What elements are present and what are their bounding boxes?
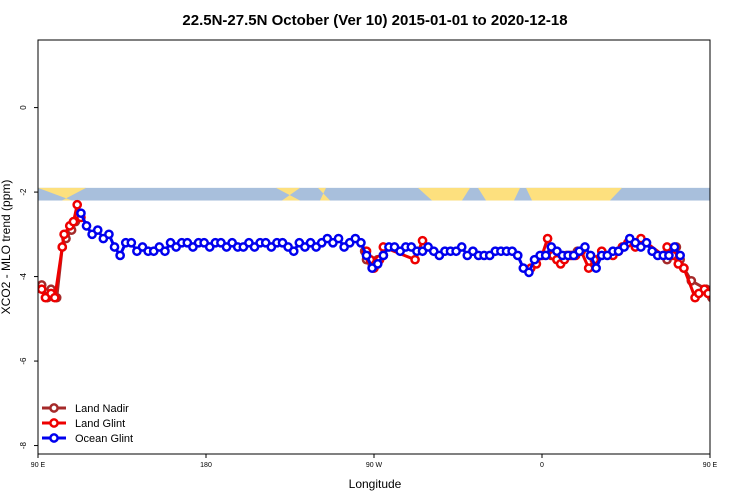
map-land-5: [478, 187, 520, 201]
point-ocean-glint: [372, 259, 383, 269]
point-land-glint: [57, 242, 68, 252]
point-ocean-glint: [333, 233, 344, 244]
y-tick-label: -2: [19, 188, 28, 196]
point-land-glint: [712, 294, 719, 301]
point-land-glint: [734, 201, 741, 208]
point-ocean-glint: [378, 250, 389, 261]
point-ocean-glint: [126, 237, 137, 248]
x-tick-label: 90 E: [703, 462, 718, 469]
legend-swatch-marker: [49, 418, 59, 428]
point-land-glint: [723, 222, 730, 229]
point-ocean-glint: [356, 237, 366, 248]
x-tick-label: 90 W: [366, 462, 383, 469]
point-land-glint: [542, 233, 553, 244]
point-land-glint: [703, 288, 710, 299]
point-land-glint: [719, 231, 726, 238]
point-ocean-glint: [288, 246, 299, 257]
point-land-nadir: [731, 222, 738, 229]
point-ocean-glint: [669, 242, 680, 252]
legend-label: Land Nadir: [75, 403, 129, 415]
y-tick-label: -6: [19, 357, 28, 365]
point-land-nadir: [736, 218, 743, 225]
point-ocean-glint: [675, 250, 685, 261]
x-axis: 90 E 180 90 W 0 90 E: [31, 454, 718, 469]
point-land-glint: [679, 263, 689, 273]
point-ocean-glint: [664, 250, 674, 261]
y-tick-label: -4: [19, 272, 28, 280]
point-land-glint: [68, 216, 79, 227]
point-ocean-glint: [104, 229, 114, 240]
chart-title: 22.5N-27.5N October (Ver 10) 2015-01-01 …: [182, 12, 567, 29]
x-axis-label: Longitude: [349, 477, 402, 491]
y-axis: 0 -2 -4 -6 -8: [19, 105, 38, 449]
point-land-glint: [662, 242, 672, 252]
point-land-glint: [38, 284, 47, 295]
legend-swatch-marker: [49, 403, 59, 413]
x-tick-label: 90 E: [31, 462, 46, 469]
point-ocean-glint: [512, 250, 523, 261]
point-land-nadir: [721, 243, 728, 250]
point-land-glint: [59, 229, 69, 240]
point-ocean-glint: [641, 237, 652, 248]
point-ocean-glint: [92, 225, 103, 235]
legend-item-ocean-glint: Ocean Glint: [42, 433, 133, 445]
point-land-nadir: [725, 235, 732, 242]
map-land-6: [526, 187, 622, 201]
x-tick-label: 0: [540, 462, 544, 469]
point-land-glint: [49, 292, 60, 303]
map-land-2: [276, 187, 300, 201]
point-land-glint: [410, 254, 420, 265]
point-ocean-glint: [81, 221, 92, 231]
point-ocean-glint: [540, 250, 551, 261]
point-ocean-glint: [580, 242, 590, 252]
point-ocean-glint: [160, 246, 170, 257]
legend-label: Land Glint: [75, 418, 125, 430]
point-ocean-glint: [76, 208, 86, 219]
legend-label: Ocean Glint: [75, 433, 133, 445]
series-land-nadir: [38, 216, 743, 303]
point-land-glint: [72, 199, 83, 210]
map-land-3: [318, 187, 330, 201]
point-land-glint: [738, 214, 745, 221]
x-tick-label: 180: [200, 462, 212, 469]
point-land-glint: [729, 218, 736, 225]
point-land-glint: [716, 256, 723, 263]
point-ocean-glint: [109, 242, 120, 252]
point-ocean-glint: [524, 267, 534, 278]
point-land-nadir: [716, 294, 723, 301]
point-ocean-glint: [585, 250, 596, 261]
legend-swatch-marker: [49, 433, 59, 443]
point-ocean-glint: [591, 263, 601, 273]
point-land-glint: [417, 235, 428, 246]
point-ocean-glint: [115, 250, 125, 261]
y-tick-label: 0: [19, 105, 28, 110]
y-tick-label: -8: [19, 441, 28, 449]
series-layer: [38, 199, 745, 303]
y-axis-label: XCO2 - MLO trend (ppm): [0, 180, 13, 315]
legend-item-land-nadir: Land Nadir: [42, 403, 129, 415]
legend-item-land-glint: Land Glint: [42, 418, 125, 430]
point-ocean-glint: [456, 242, 467, 252]
point-ocean-glint: [619, 242, 629, 252]
point-land-glint: [583, 263, 594, 273]
point-ocean-glint: [361, 250, 372, 261]
legend: Land Nadir Land Glint Ocean Glint: [42, 403, 133, 445]
map-land-1: [38, 187, 86, 201]
world-map-strip: [38, 187, 710, 201]
map-land-4: [418, 187, 470, 201]
series-ocean-glint: [76, 208, 685, 278]
